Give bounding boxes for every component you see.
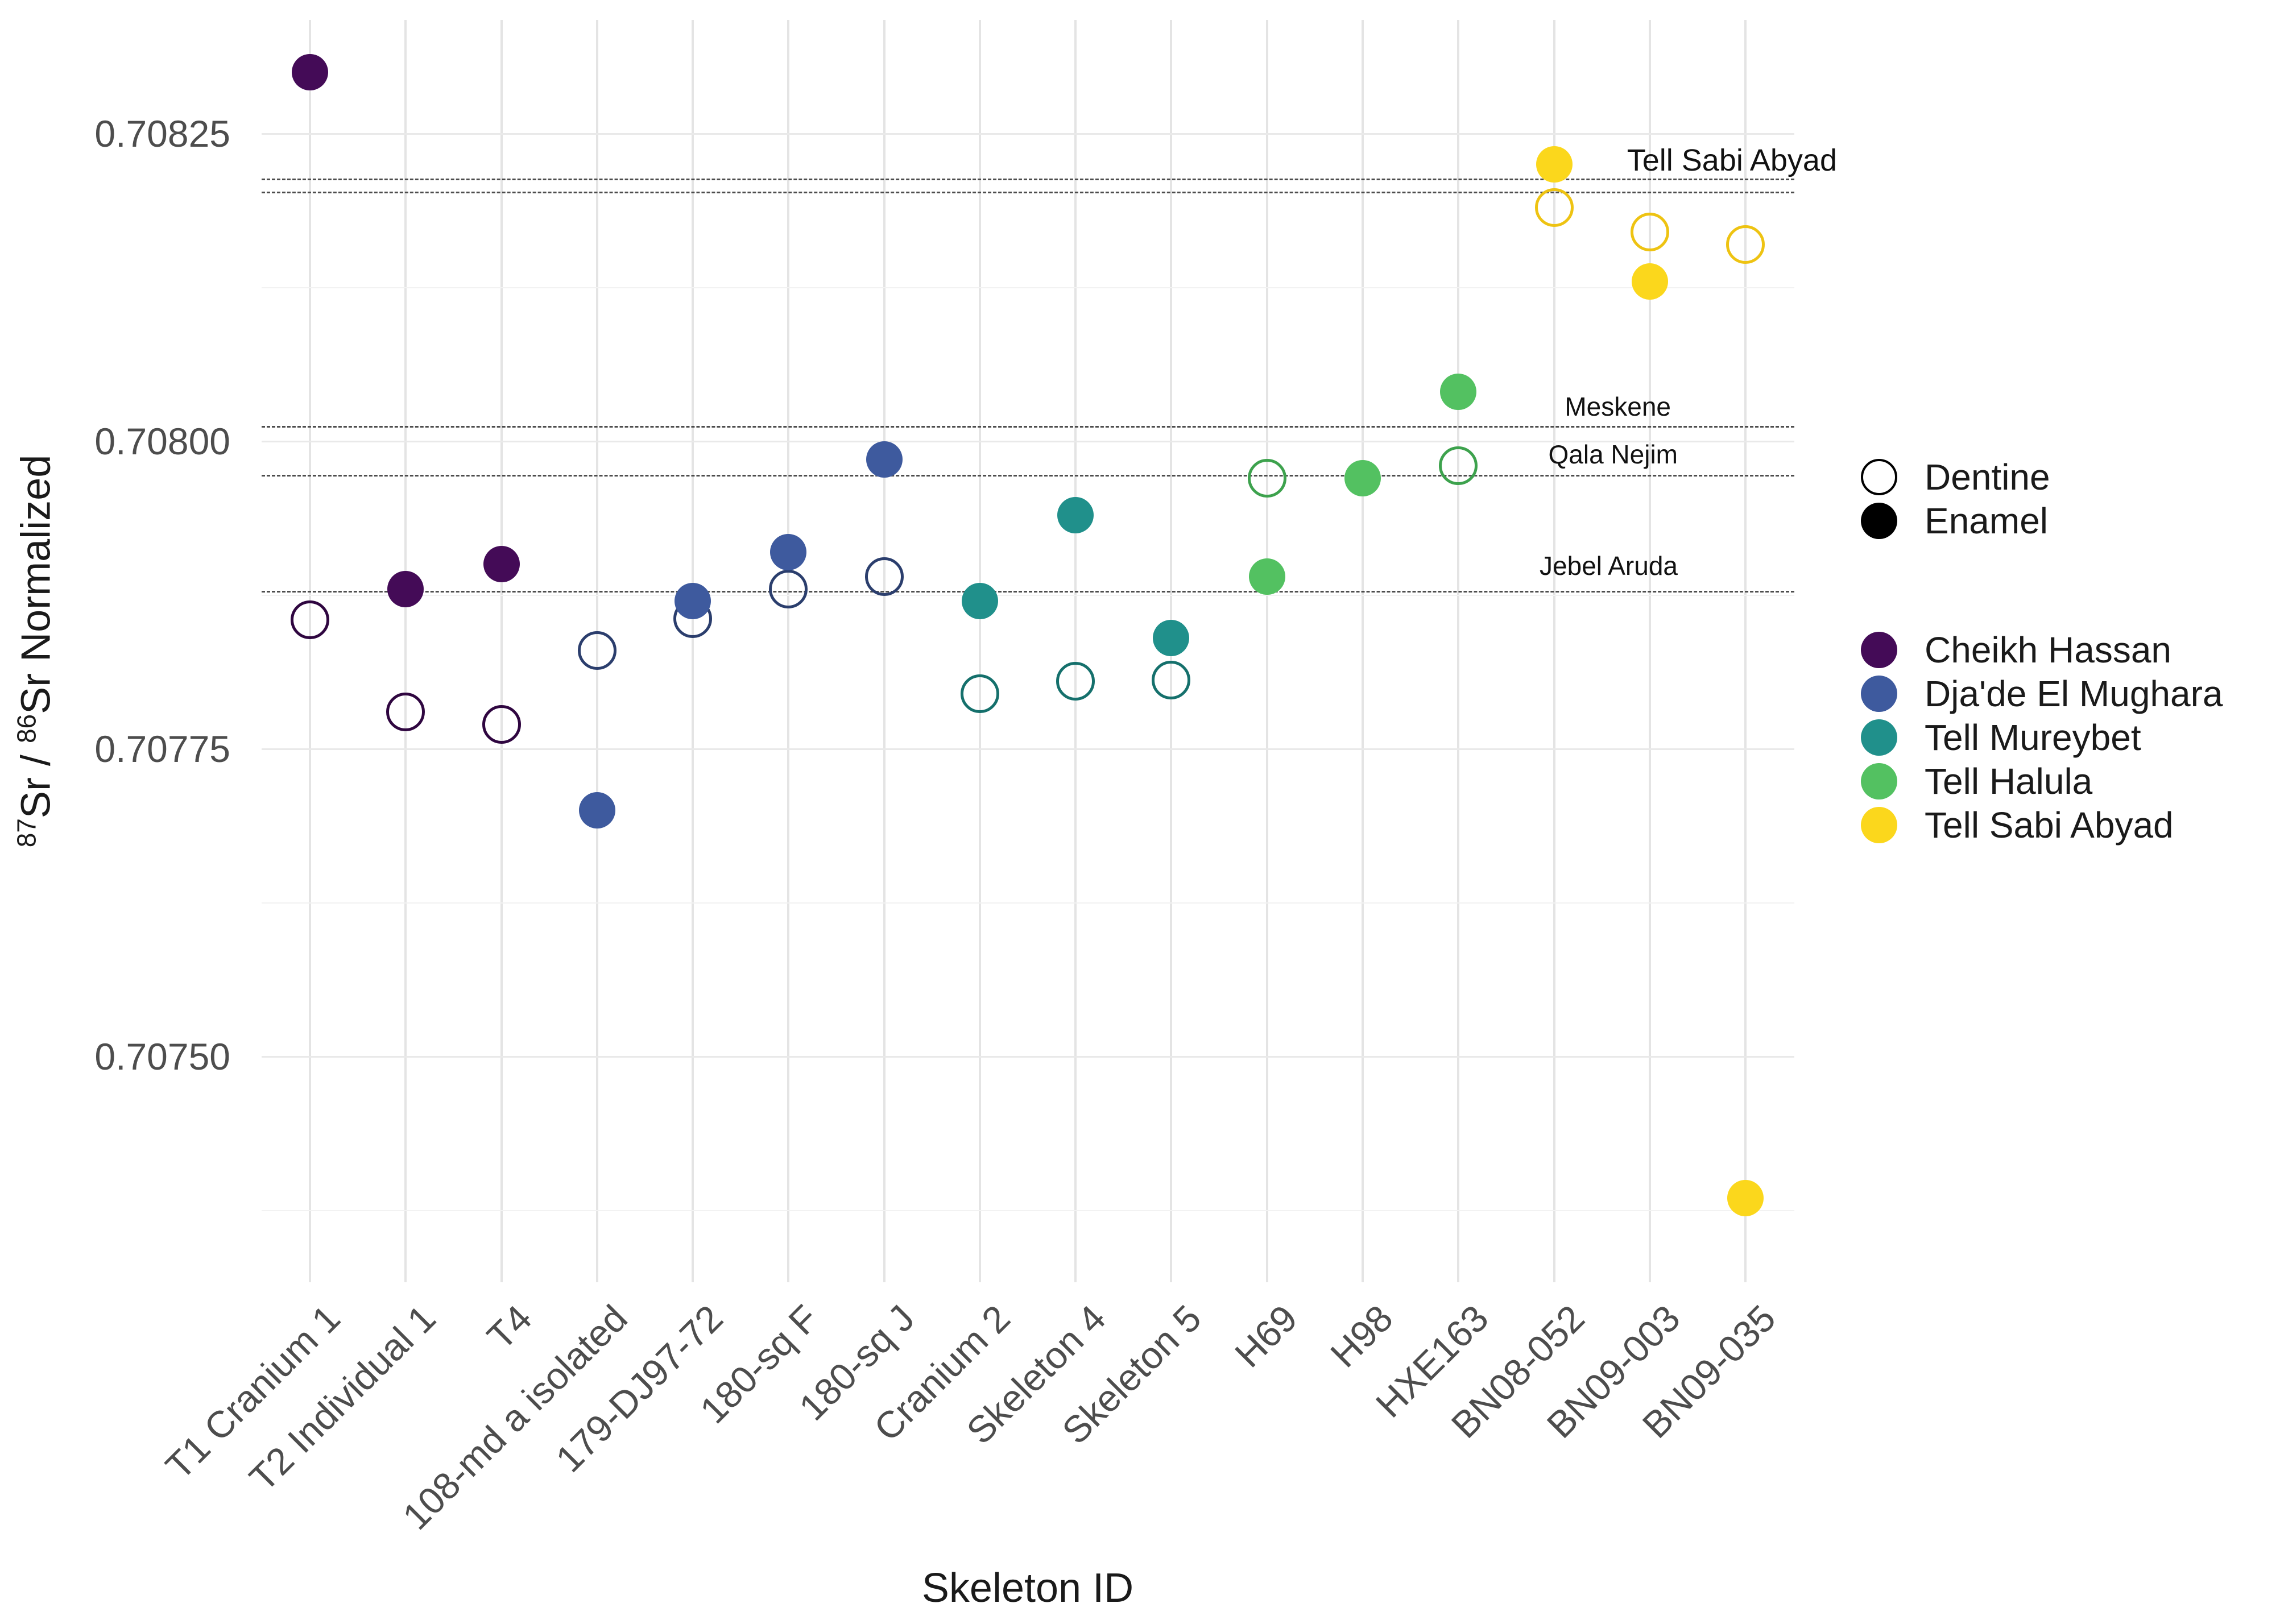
data-point-enamel	[483, 546, 520, 583]
legend-label: Cheikh Hassan	[1925, 629, 2171, 670]
data-point-enamel	[1440, 374, 1477, 411]
data-point-dentine	[1152, 660, 1191, 699]
legend-label: Tell Halula	[1925, 760, 2093, 802]
data-point-enamel	[1631, 263, 1668, 300]
site-color-swatch-icon	[1861, 806, 1897, 843]
h-gridline-minor	[262, 1209, 1794, 1211]
data-point-dentine	[1534, 188, 1574, 227]
reference-line-label: Qala Nejim	[1548, 440, 1678, 469]
data-point-enamel	[1248, 558, 1285, 595]
y-axis-title-mid2: Sr Normalized	[13, 454, 59, 714]
v-gridline	[404, 20, 407, 1282]
data-point-enamel	[1344, 459, 1381, 496]
reference-line	[262, 192, 1794, 194]
data-point-dentine	[1056, 661, 1095, 701]
data-point-dentine	[386, 693, 425, 732]
legend-row-dentine: Dentine	[1861, 455, 2050, 499]
y-axis-title-sup86: 86	[11, 714, 42, 744]
data-point-enamel	[770, 533, 807, 570]
legend-label: Tell Sabi Abyad	[1925, 804, 2174, 846]
data-point-enamel	[1536, 146, 1573, 183]
v-gridline	[1265, 20, 1268, 1282]
h-gridline-minor	[262, 902, 1794, 904]
h-gridline-major	[262, 748, 1794, 750]
legend-row-site: Tell Halula	[1861, 759, 2223, 803]
legend-row-enamel: Enamel	[1861, 499, 2050, 542]
reference-line	[262, 475, 1794, 477]
data-point-enamel	[292, 53, 328, 90]
data-point-enamel	[675, 583, 711, 620]
legend-site: Cheikh Hassan Dja'de El Mughara Tell Murey…	[1861, 628, 2223, 847]
data-point-dentine	[1630, 213, 1669, 252]
v-gridline	[1648, 20, 1651, 1282]
y-axis-title-sup87: 87	[11, 818, 42, 848]
site-color-swatch-icon	[1861, 719, 1897, 756]
legend-label: Enamel	[1925, 500, 2048, 541]
v-gridline	[883, 20, 886, 1282]
data-point-dentine	[1439, 446, 1478, 486]
legend-row-site: Cheikh Hassan	[1861, 628, 2223, 672]
v-gridline	[1744, 20, 1747, 1282]
x-axis-title: Skeleton ID	[921, 1565, 1134, 1611]
reference-line-label: Meskene	[1565, 392, 1671, 421]
data-point-enamel	[1727, 1179, 1764, 1216]
data-point-enamel	[578, 792, 615, 829]
data-point-dentine	[482, 705, 521, 744]
open-circle-icon	[1861, 458, 1897, 495]
data-point-enamel	[1057, 496, 1094, 533]
y-tick-label: 0.70775	[94, 728, 230, 770]
data-point-enamel	[1153, 620, 1190, 657]
y-tick-label: 0.70750	[94, 1035, 230, 1078]
y-tick-label: 0.70825	[94, 113, 230, 155]
reference-line	[262, 590, 1794, 593]
data-point-enamel	[866, 441, 903, 478]
data-point-dentine	[960, 674, 999, 713]
v-gridline	[978, 20, 981, 1282]
y-axis-title-mid1: Sr /	[13, 743, 59, 819]
reference-line	[262, 425, 1794, 428]
data-point-dentine	[864, 557, 904, 596]
h-gridline-minor	[262, 287, 1794, 288]
site-color-swatch-icon	[1861, 675, 1897, 712]
reference-line-label: Jebel Aruda	[1540, 551, 1678, 581]
v-gridline	[309, 20, 311, 1282]
v-gridline	[1074, 20, 1077, 1282]
site-color-swatch-icon	[1861, 631, 1897, 668]
y-axis-title: 87Sr / 86Sr Normalized	[11, 455, 60, 847]
v-gridline	[1457, 20, 1460, 1282]
legend-row-site: Tell Sabi Abyad	[1861, 803, 2223, 847]
v-gridline	[500, 20, 503, 1282]
y-tick-label: 0.70800	[94, 420, 230, 462]
data-point-dentine	[1247, 458, 1286, 498]
data-point-dentine	[1726, 225, 1765, 264]
reference-line-label: Tell Sabi Abyad	[1627, 143, 1837, 177]
h-gridline-major	[262, 132, 1794, 135]
legend-shape: Dentine Enamel	[1861, 455, 2050, 542]
legend-label: Dja'de El Mughara	[1925, 673, 2223, 714]
data-point-dentine	[291, 600, 329, 639]
site-color-swatch-icon	[1861, 763, 1897, 799]
legend-row-site: Dja'de El Mughara	[1861, 672, 2223, 715]
data-point-enamel	[961, 583, 998, 620]
data-point-enamel	[387, 570, 424, 607]
legend-label: Tell Mureybet	[1925, 716, 2141, 758]
h-gridline-major	[262, 440, 1794, 442]
legend-label: Dentine	[1925, 456, 2050, 498]
v-gridline	[1361, 20, 1364, 1282]
h-gridline-minor	[262, 594, 1794, 596]
reference-line	[262, 178, 1794, 180]
data-point-dentine	[769, 569, 808, 608]
data-point-dentine	[577, 631, 616, 670]
filled-circle-icon	[1861, 502, 1897, 539]
v-gridline	[692, 20, 694, 1282]
v-gridline	[1553, 20, 1555, 1282]
h-gridline-major	[262, 1055, 1794, 1058]
legend-row-site: Tell Mureybet	[1861, 715, 2223, 759]
v-gridline	[787, 20, 790, 1282]
